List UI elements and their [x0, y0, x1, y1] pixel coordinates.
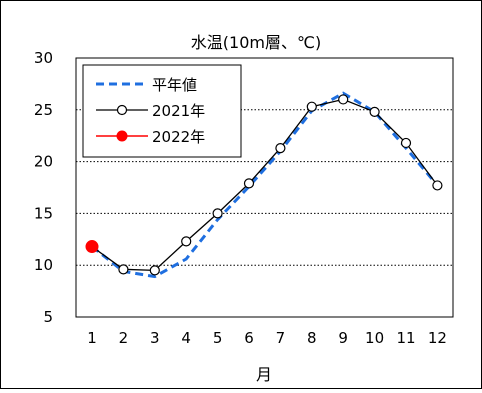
data-point-2021 [400, 137, 412, 149]
data-point-2021 [338, 94, 349, 105]
x-tick-label: 10 [365, 329, 384, 347]
data-point-2021 [306, 101, 317, 112]
x-axis-ticks: 1 2 3 4 5 6 7 8 9 10 11 12 [87, 329, 447, 347]
x-tick-label: 2 [119, 329, 129, 347]
data-point-2021 [369, 106, 380, 117]
data-point-2021 [212, 208, 223, 219]
data-point-2021 [243, 178, 255, 189]
chart-title: 水温(10m層、℃) [191, 33, 321, 52]
legend-box [82, 64, 242, 158]
x-tick-label: 8 [307, 329, 317, 347]
x-tick-label: 5 [213, 329, 223, 347]
x-tick-label: 1 [87, 329, 97, 347]
x-tick-label: 11 [396, 329, 415, 347]
series-layer [85, 91, 443, 279]
data-point-2021 [432, 180, 443, 191]
y-tick-label: 5 [43, 308, 53, 326]
y-tick-label: 20 [34, 153, 53, 171]
legend-label: 平年値 [152, 76, 197, 94]
series-line-2021 [91, 98, 438, 272]
x-tick-label: 6 [244, 329, 254, 347]
x-tick-label: 3 [150, 329, 160, 347]
y-axis-ticks: 5 10 15 20 25 30 [34, 49, 53, 326]
y-tick-label: 10 [34, 256, 53, 274]
x-tick-label: 7 [276, 329, 286, 347]
data-point-2021 [118, 264, 129, 275]
legend-label: 2021年 [152, 102, 205, 120]
legend-label: 2022年 [152, 128, 205, 146]
y-tick-label: 25 [34, 101, 53, 119]
legend-marker-2021 [116, 104, 128, 116]
data-point-2021 [275, 143, 286, 154]
x-axis-label: 月 [256, 365, 272, 384]
x-tick-label: 9 [338, 329, 348, 347]
legend: 平年値 2021年 2022年 [82, 64, 242, 158]
x-tick-label: 4 [181, 329, 191, 347]
data-point-2021 [181, 236, 192, 247]
y-tick-label: 30 [34, 49, 53, 67]
data-point-2021 [149, 265, 160, 276]
y-tick-label: 15 [34, 204, 53, 222]
legend-marker-2022 [116, 130, 128, 142]
plot-area [75, 57, 454, 318]
data-point-2022 [85, 240, 99, 254]
x-tick-label: 12 [428, 329, 447, 347]
